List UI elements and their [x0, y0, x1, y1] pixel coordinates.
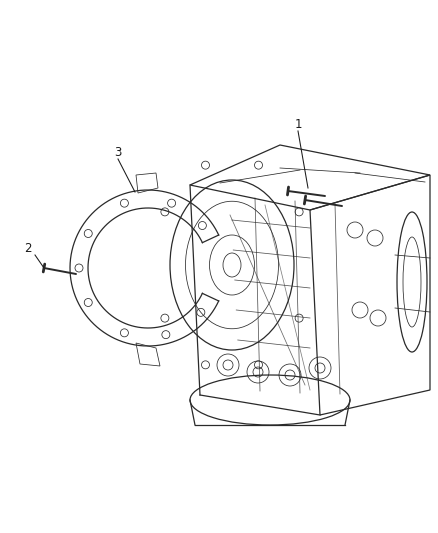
Text: 2: 2: [24, 241, 32, 254]
Text: 1: 1: [294, 118, 302, 132]
Text: 3: 3: [114, 146, 122, 158]
